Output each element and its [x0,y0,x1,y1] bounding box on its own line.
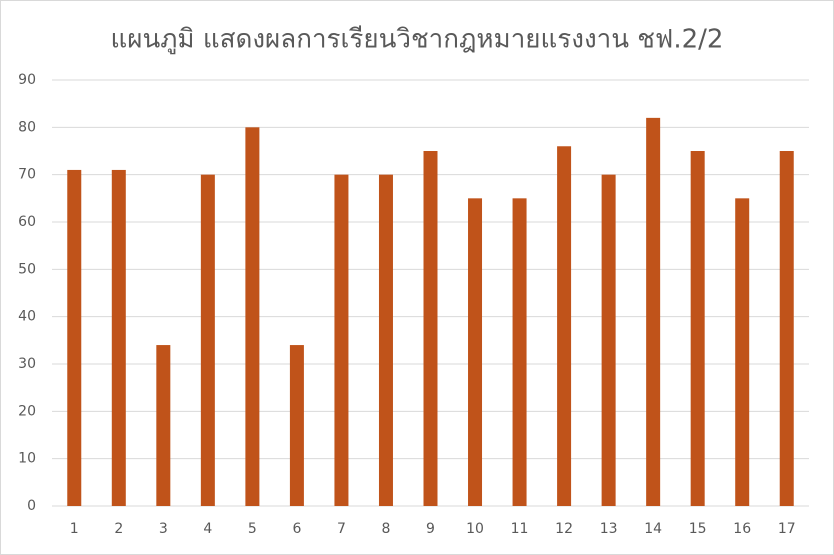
chart-title: แผนภูมิ แสดงผลการเรียนวิชากฎหมายแรงงาน ช… [111,25,724,55]
y-tick-label: 20 [18,403,36,419]
y-tick-label: 40 [18,309,36,325]
x-tick-label: 7 [337,521,346,537]
bar [378,174,393,506]
y-tick-label: 90 [18,72,36,88]
y-tick-label: 70 [18,167,36,183]
bar [334,174,349,506]
bar [646,117,661,506]
bar [779,151,794,506]
x-tick-label: 4 [203,521,212,537]
bar [289,345,304,506]
x-tick-label: 6 [292,521,301,537]
x-tick-label: 15 [689,521,707,537]
x-tick-label: 5 [248,521,257,537]
x-tick-label: 11 [511,521,529,537]
x-tick-label: 9 [426,521,435,537]
bar [512,198,527,507]
x-tick-label: 17 [778,521,796,537]
bar [601,174,616,506]
bar [557,146,572,506]
bar [111,169,126,506]
bar [67,169,82,506]
y-tick-label: 60 [18,214,36,230]
y-tick-label: 50 [18,261,36,277]
bar [423,151,438,506]
x-tick-label: 14 [644,521,662,537]
x-tick-label: 10 [466,521,484,537]
x-tick-label: 13 [600,521,618,537]
x-tick-label: 12 [555,521,573,537]
y-tick-label: 0 [27,498,36,514]
bar [468,198,483,507]
y-tick-label: 30 [18,356,36,372]
y-tick-label: 80 [18,119,36,135]
bar [245,127,260,506]
bar [690,151,705,506]
x-tick-label: 2 [114,521,123,537]
x-tick-label: 8 [382,521,391,537]
bar [156,345,171,506]
x-tick-label: 1 [70,521,79,537]
x-tick-label: 16 [733,521,751,537]
bar [735,198,750,507]
bar [200,174,215,506]
x-tick-label: 3 [159,521,168,537]
y-tick-label: 10 [18,451,36,467]
